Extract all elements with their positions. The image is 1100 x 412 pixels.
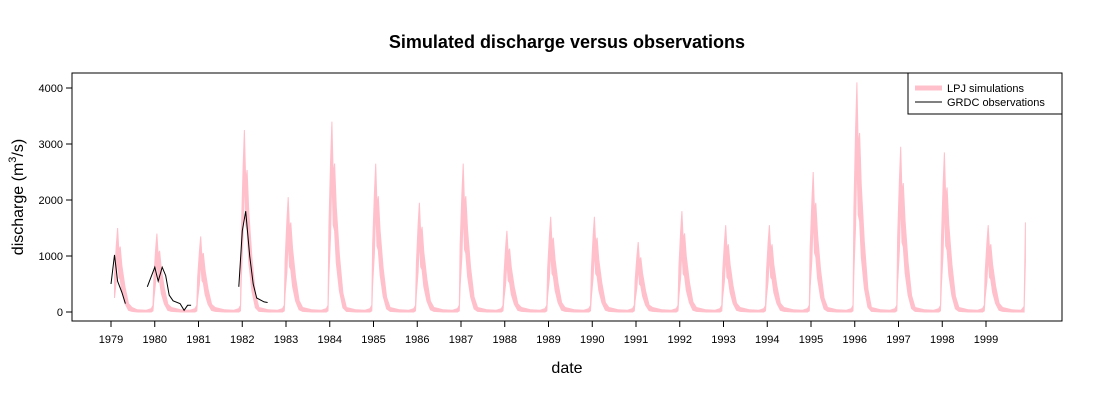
- y-tick-label: 0: [57, 307, 63, 319]
- plot-area-frame: [71, 72, 1063, 322]
- series-grdc-observations-line: [238, 211, 268, 303]
- x-tick-label: 1989: [536, 334, 560, 346]
- legend: LPJ simulations GRDC observations: [907, 72, 1063, 115]
- x-tick-label: 1987: [449, 334, 473, 346]
- x-tick-label: 1986: [405, 334, 429, 346]
- y-axis-label-superscript: 3: [7, 157, 19, 163]
- y-tick-label: 4000: [39, 83, 63, 95]
- x-tick-label: 1985: [361, 334, 385, 346]
- x-axis: 1979 1980 1981 1982 1983 1984 1985 1986 1987 1988…: [99, 321, 998, 346]
- series-lpj-simulations-band: [114, 82, 1026, 313]
- x-tick-label: 1983: [274, 334, 298, 346]
- x-tick-label: 1984: [318, 334, 342, 346]
- y-axis-label-end: /s): [10, 139, 27, 157]
- x-tick-label: 1991: [624, 334, 648, 346]
- x-tick-label: 1998: [930, 334, 954, 346]
- series-grdc-observations-line: [110, 254, 126, 304]
- y-tick-label: 3000: [39, 139, 63, 151]
- x-tick-label: 1990: [580, 334, 604, 346]
- x-tick-label: 1988: [493, 334, 517, 346]
- x-tick-label: 1980: [143, 334, 167, 346]
- x-axis-label: date: [551, 360, 582, 377]
- series-layer: [110, 82, 1026, 313]
- y-axis-label: discharge (m3/s): [7, 139, 27, 255]
- chart-title: Simulated discharge versus observations: [389, 32, 745, 52]
- y-axis-label-base: discharge (m: [10, 163, 27, 255]
- x-tick-label: 1994: [755, 334, 779, 346]
- legend-label-grdc: GRDC observations: [947, 97, 1045, 109]
- y-tick-label: 2000: [39, 195, 63, 207]
- x-tick-label: 1979: [99, 334, 123, 346]
- y-tick-label: 1000: [39, 251, 63, 263]
- x-tick-label: 1993: [711, 334, 735, 346]
- x-tick-label: 1981: [186, 334, 210, 346]
- series-grdc-observations-line: [146, 265, 192, 312]
- y-axis: 0 1000 2000 3000 4000: [39, 83, 72, 319]
- x-tick-label: 1995: [799, 334, 823, 346]
- legend-label-lpj: LPJ simulations: [947, 83, 1025, 95]
- x-tick-label: 1996: [843, 334, 867, 346]
- x-tick-label: 1992: [668, 334, 692, 346]
- x-tick-label: 1982: [230, 334, 254, 346]
- legend-box: [907, 72, 1063, 115]
- x-tick-label: 1997: [886, 334, 910, 346]
- x-tick-label: 1999: [974, 334, 998, 346]
